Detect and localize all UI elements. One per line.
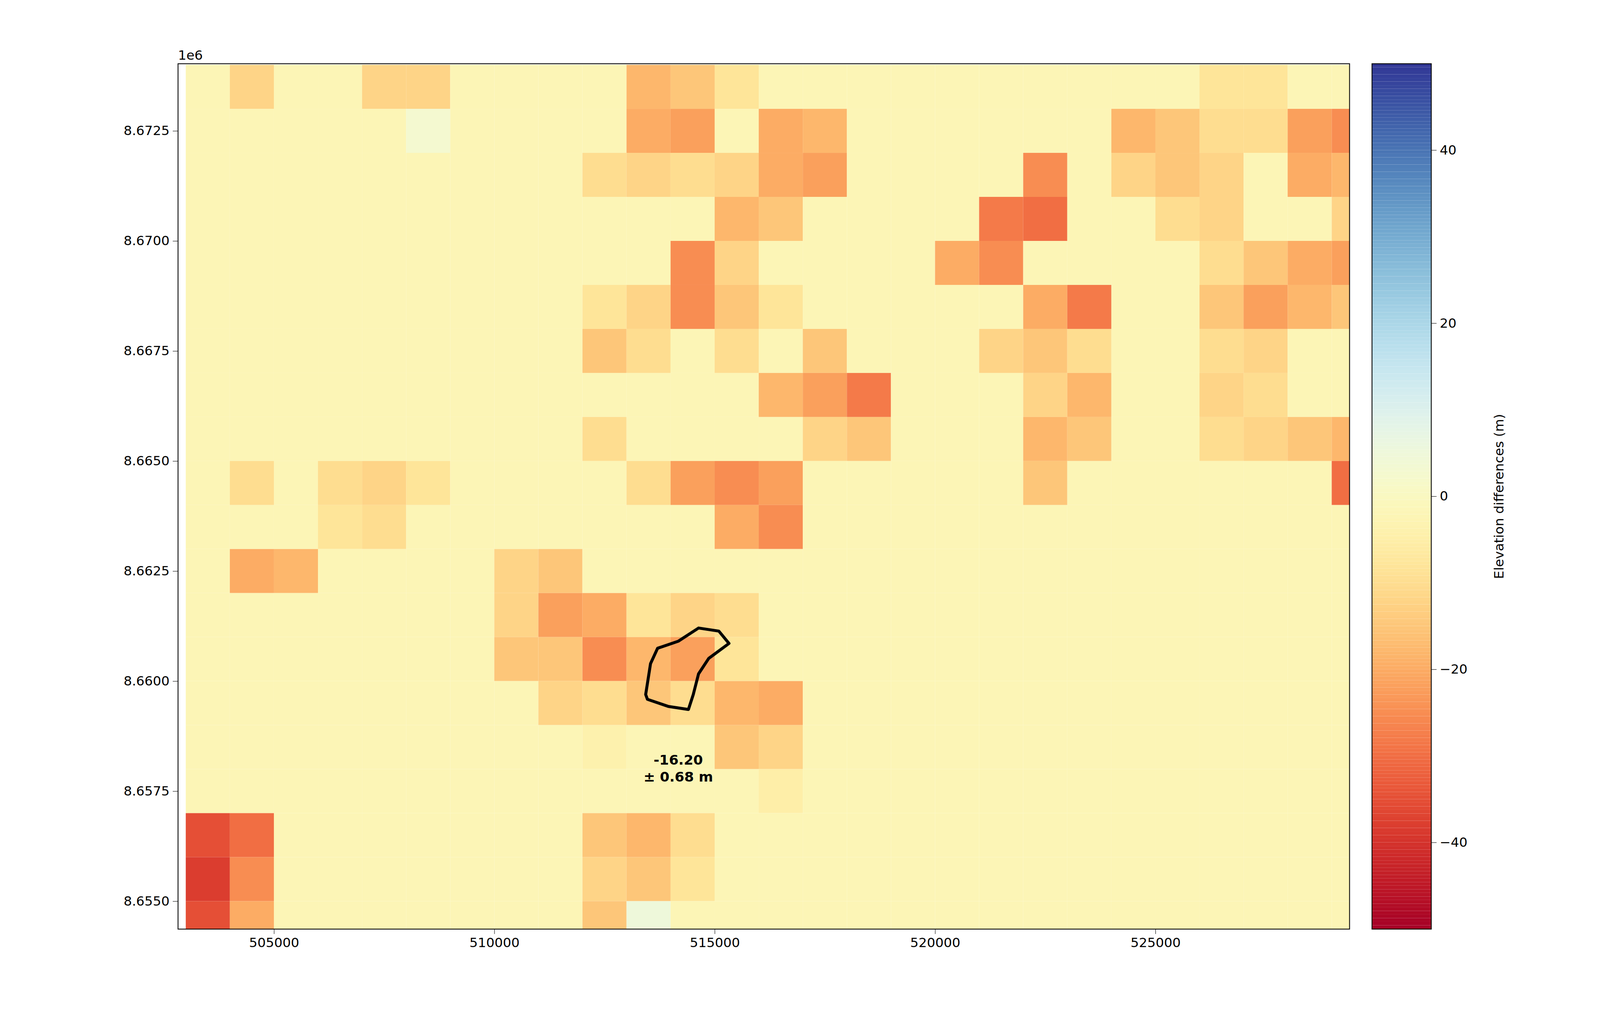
svg-text:8.6725: 8.6725 — [123, 122, 170, 139]
svg-text:510000: 510000 — [469, 934, 520, 951]
svg-text:0: 0 — [1439, 488, 1449, 504]
svg-text:8.6575: 8.6575 — [123, 783, 170, 799]
svg-text:−20: −20 — [1439, 661, 1468, 677]
svg-text:8.6675: 8.6675 — [123, 342, 170, 359]
svg-text:20: 20 — [1439, 315, 1457, 331]
svg-text:520000: 520000 — [910, 934, 961, 951]
svg-text:505000: 505000 — [248, 934, 299, 951]
svg-text:−40: −40 — [1439, 834, 1468, 850]
svg-text:40: 40 — [1439, 142, 1457, 158]
svg-text:8.6650: 8.6650 — [123, 453, 170, 469]
svg-text:525000: 525000 — [1130, 934, 1181, 951]
svg-text:8.6700: 8.6700 — [123, 232, 170, 249]
svg-text:8.6625: 8.6625 — [123, 563, 170, 579]
svg-text:8.6600: 8.6600 — [123, 673, 170, 689]
svg-text:-16.20± 0.68 m: -16.20± 0.68 m — [643, 751, 713, 786]
svg-text:1e6: 1e6 — [178, 47, 204, 63]
svg-text:515000: 515000 — [689, 934, 740, 951]
svg-text:8.6550: 8.6550 — [123, 893, 170, 909]
svg-text:Elevation differences (m): Elevation differences (m) — [1491, 414, 1507, 580]
